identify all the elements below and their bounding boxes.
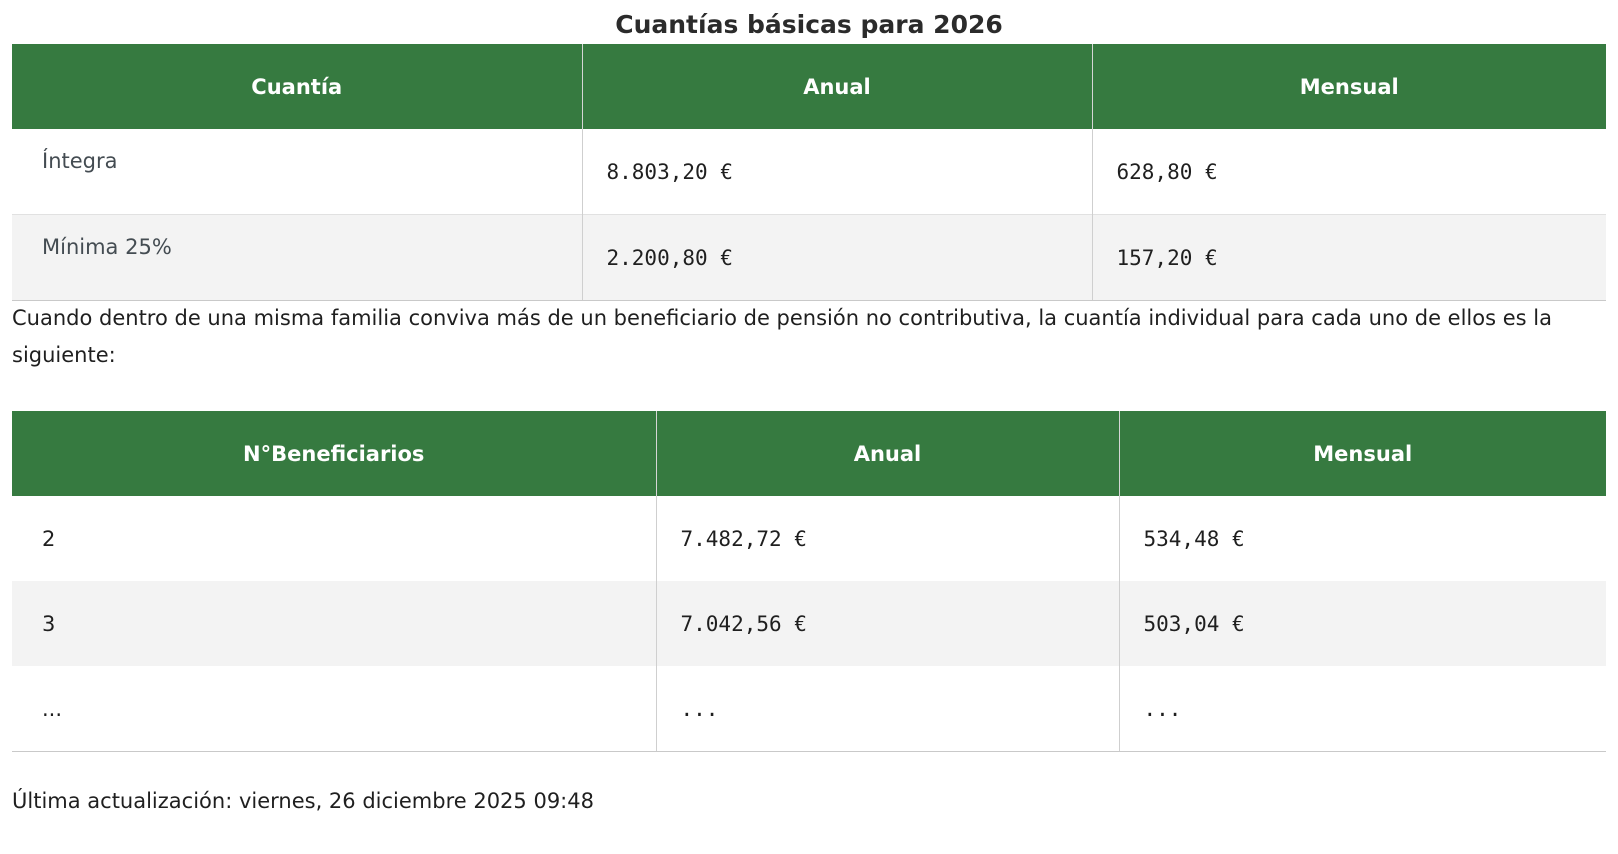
annual-amount: 8.803,20 € xyxy=(581,129,1092,215)
monthly-amount: 628,80 € xyxy=(1091,129,1606,215)
annual-amount: 7.482,72 € xyxy=(655,496,1119,581)
table-row: 2 7.482,72 € 534,48 € xyxy=(12,496,1606,581)
table-row: Mínima 25% 2.200,80 € 157,20 € xyxy=(12,214,1606,301)
table-row: ... ... ... xyxy=(12,666,1606,752)
annual-amount: 7.042,56 € xyxy=(655,581,1119,666)
column-header-mensual: Mensual xyxy=(1118,411,1606,496)
monthly-amount: 503,04 € xyxy=(1118,581,1606,666)
table-row: Íntegra 8.803,20 € 628,80 € xyxy=(12,129,1606,215)
annual-amount: 2.200,80 € xyxy=(581,214,1092,301)
monthly-amount: 534,48 € xyxy=(1118,496,1606,581)
beneficiaries-count: 3 xyxy=(12,581,656,666)
column-header-anual: Anual xyxy=(655,411,1119,496)
column-header-beneficiaries: N°Beneficiarios xyxy=(12,411,656,496)
basic-amounts-table: Cuantía Anual Mensual Íntegra 8.803,20 €… xyxy=(12,44,1606,301)
table-row: 3 7.042,56 € 503,04 € xyxy=(12,581,1606,666)
row-label: Mínima 25% xyxy=(12,214,582,301)
explanatory-note: Cuando dentro de una misma familia convi… xyxy=(12,306,1552,367)
annual-amount: ... xyxy=(655,666,1119,752)
row-label: Íntegra xyxy=(42,149,118,173)
table-header-row: Cuantía Anual Mensual xyxy=(12,44,1606,129)
column-header-mensual: Mensual xyxy=(1091,44,1606,129)
beneficiaries-count: ... xyxy=(12,666,656,752)
multiple-beneficiaries-table: N°Beneficiarios Anual Mensual 2 7.482,72… xyxy=(12,411,1606,752)
beneficiaries-count: 2 xyxy=(42,526,56,551)
last-updated: Última actualización: viernes, 26 diciem… xyxy=(12,789,594,813)
column-header-cuantia: Cuantía xyxy=(12,44,582,129)
table-header-row: N°Beneficiarios Anual Mensual xyxy=(12,411,1606,496)
page-title: Cuantías básicas para 2026 xyxy=(615,10,1003,39)
monthly-amount: 157,20 € xyxy=(1091,214,1606,301)
column-header-anual: Anual xyxy=(581,44,1092,129)
monthly-amount: ... xyxy=(1118,666,1606,752)
